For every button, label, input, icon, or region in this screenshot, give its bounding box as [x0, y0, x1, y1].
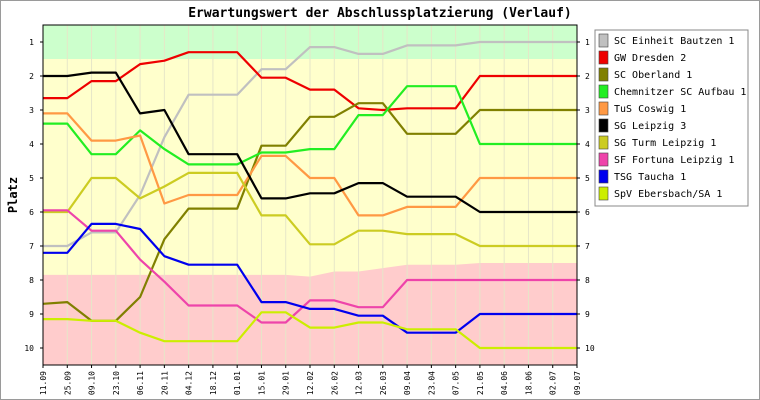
y-tick-label: 5	[29, 174, 34, 183]
legend-swatch	[598, 169, 609, 184]
y-tick-label-right: 3	[585, 106, 590, 115]
x-tick-label: 12.03	[355, 371, 364, 395]
x-tick-label: 01.01	[233, 371, 242, 395]
series-line	[43, 51, 577, 112]
legend-label: GW Dresden 2	[614, 53, 686, 64]
x-tick-label: 06.11	[136, 371, 145, 395]
legend-swatch	[598, 67, 609, 82]
x-tick-label: 23.10	[112, 371, 121, 395]
x-tick-label: 07.05	[452, 371, 461, 395]
x-tick-label: 09.10	[88, 371, 97, 395]
x-tick-label: 26.03	[379, 371, 388, 395]
legend-label: SpV Ebersbach/SA 1	[614, 189, 722, 200]
series-lines	[42, 40, 577, 350]
y-tick-label-right: 7	[585, 242, 590, 251]
legend-swatch	[598, 33, 609, 48]
y-tick-label: 8	[29, 276, 34, 285]
y-tick-label: 4	[29, 140, 34, 149]
series-line	[43, 40, 577, 248]
series-line	[43, 71, 577, 214]
tick-labels: 1 1 2 2 3 3 4 4 5 5 6 6 7 7 8 8 9 9 10 10 11.09 25.09 09.10 23.…	[24, 38, 594, 395]
legend-label: TuS Coswig 1	[614, 104, 686, 115]
legend-swatch	[598, 101, 609, 116]
series-line	[43, 85, 577, 166]
y-tick-label-right: 1	[585, 38, 590, 47]
axes	[40, 24, 580, 368]
legend-swatch	[598, 186, 609, 201]
y-tick-label-right: 4	[585, 140, 590, 149]
y-tick-label-right: 10	[585, 344, 595, 353]
legend-box	[594, 29, 749, 207]
y-tick-label-right: 2	[585, 72, 590, 81]
y-tick-label-right: 5	[585, 174, 590, 183]
x-tick-label: 20.11	[160, 371, 169, 395]
y-tick-label: 6	[29, 208, 34, 217]
y-tick-label: 1	[29, 38, 34, 47]
y-tick-label: 2	[29, 72, 34, 81]
x-tick-label: 12.02	[306, 371, 315, 395]
legend-label: SF Fortuna Leipzig 1	[614, 155, 734, 166]
legend-label: SG Leipzig 3	[614, 121, 686, 132]
y-tick-label-right: 8	[585, 276, 590, 285]
grid	[66, 25, 554, 365]
legend: SC Einheit Bautzen 1 GW Dresden 2 SC Oberl…	[594, 29, 749, 207]
series-line	[43, 209, 577, 324]
y-axis-label: Platz	[6, 177, 20, 213]
x-tick-label: 26.02	[330, 371, 339, 395]
x-tick-label: 18.06	[524, 371, 533, 395]
x-tick-label: 25.09	[63, 371, 72, 395]
series-line	[43, 311, 577, 350]
series-line	[43, 171, 577, 248]
legend-label: SC Oberland 1	[614, 70, 692, 81]
x-tick-label: 04.12	[185, 371, 194, 395]
x-tick-label: 09.04	[403, 371, 412, 395]
series-line	[43, 112, 577, 217]
y-tick-label-right: 9	[585, 310, 590, 319]
y-tick-label: 3	[29, 106, 34, 115]
x-tick-label: 04.06	[500, 371, 509, 395]
y-tick-label: 9	[29, 310, 34, 319]
y-tick-label: 7	[29, 242, 34, 251]
legend-swatch	[598, 135, 609, 150]
x-tick-label: 21.05	[476, 371, 485, 395]
x-tick-label: 18.12	[209, 371, 218, 395]
legend-label: Chemnitzer SC Aufbau 1	[614, 87, 746, 98]
y-tick-label-right: 6	[585, 208, 590, 217]
legend-label: SC Einheit Bautzen 1	[614, 36, 734, 47]
series-line	[43, 222, 577, 334]
legend-swatch	[598, 118, 609, 133]
x-tick-label: 29.01	[282, 371, 291, 395]
legend-swatch	[598, 152, 609, 167]
series-line	[42, 102, 577, 322]
x-tick-label: 15.01	[257, 371, 266, 395]
legend-swatch	[598, 50, 609, 65]
legend-label: SG Turm Leipzig 1	[614, 138, 716, 149]
x-tick-label: 02.07	[549, 371, 558, 395]
legend-label: TSG Taucha 1	[614, 172, 686, 183]
x-tick-label: 11.09	[39, 371, 48, 395]
chart-title: Erwartungswert der Abschlussplatzierung …	[188, 6, 572, 21]
x-tick-label: 09.07	[573, 371, 582, 395]
y-tick-label: 10	[24, 344, 34, 353]
x-tick-label: 23.04	[427, 371, 436, 395]
legend-swatch	[598, 84, 609, 99]
